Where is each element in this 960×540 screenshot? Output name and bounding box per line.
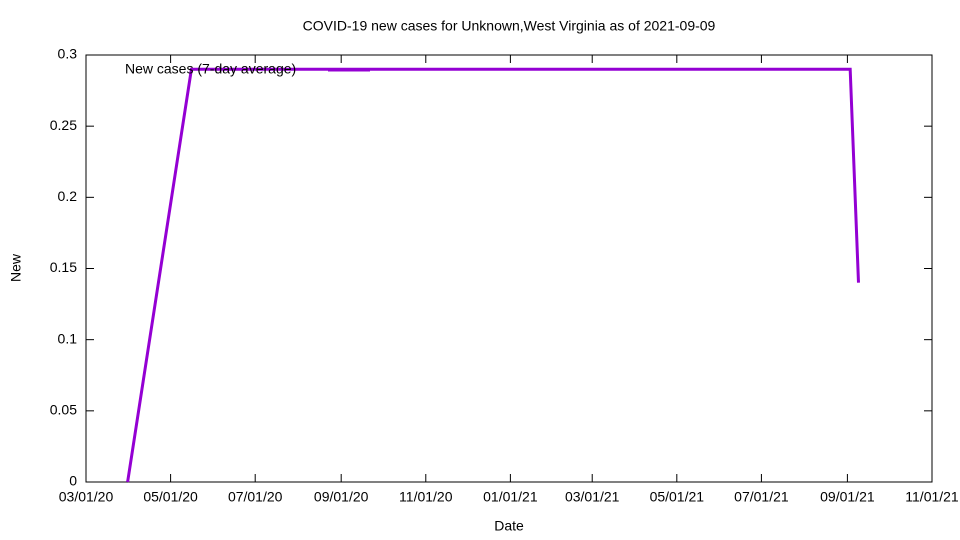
x-axis-label: Date — [494, 518, 524, 534]
x-tick-label: 05/01/20 — [143, 489, 198, 505]
y-tick-label: 0.3 — [58, 46, 78, 62]
x-tick-label: 11/01/21 — [905, 489, 959, 505]
legend-label: New cases (7-day average) — [125, 61, 296, 77]
x-tick-label: 03/01/20 — [59, 489, 114, 505]
y-tick-label: 0.1 — [58, 330, 78, 346]
y-tick-label: 0.05 — [50, 402, 77, 418]
y-tick-label: 0.2 — [58, 188, 78, 204]
data-line — [126, 67, 860, 483]
x-tick-label: 07/01/21 — [734, 489, 789, 505]
x-tick-label: 07/01/20 — [228, 489, 283, 505]
x-tick-label: 09/01/21 — [820, 489, 875, 505]
plot-frame — [85, 54, 933, 483]
x-tick-label: 11/01/20 — [399, 489, 453, 505]
x-tick-label: 05/01/21 — [650, 489, 705, 505]
x-tick-label: 09/01/20 — [314, 489, 369, 505]
y-axis-label: New — [8, 253, 24, 282]
x-tick-label: 03/01/21 — [565, 489, 620, 505]
y-tick-label: 0.25 — [50, 117, 77, 133]
chart-title: COVID-19 new cases for Unknown,West Virg… — [303, 18, 716, 34]
y-tick-label: 0.15 — [50, 259, 77, 275]
y-tick-label: 0 — [69, 473, 77, 489]
x-tick-label: 01/01/21 — [483, 489, 538, 505]
